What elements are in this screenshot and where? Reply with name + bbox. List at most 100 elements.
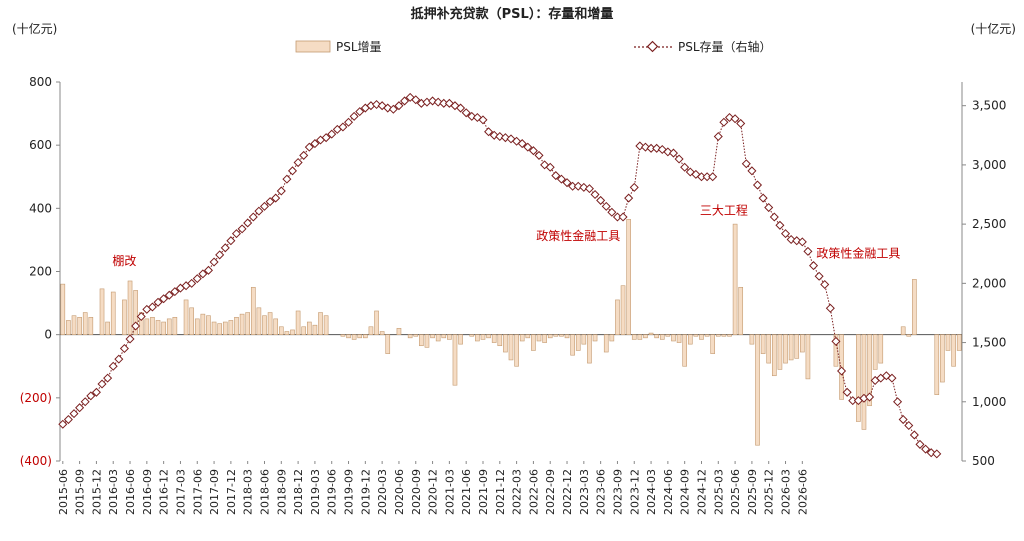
stock-point xyxy=(231,229,242,239)
bar xyxy=(99,288,105,335)
bar xyxy=(211,321,217,335)
x-tick-label: 2017-03 xyxy=(174,469,187,515)
bar xyxy=(424,334,430,348)
bar xyxy=(693,334,699,337)
bar xyxy=(430,334,435,339)
bar xyxy=(665,334,671,337)
bar xyxy=(615,299,620,335)
x-tick-label: 2018-09 xyxy=(275,469,288,515)
bar xyxy=(447,334,452,340)
stock-point xyxy=(456,103,466,113)
bar xyxy=(536,334,542,342)
stock-point xyxy=(170,287,180,297)
stock-point xyxy=(131,321,141,331)
bar xyxy=(413,334,419,337)
left-tick-label: 200 xyxy=(29,265,52,279)
bar xyxy=(262,315,267,335)
bar xyxy=(239,313,245,335)
bar xyxy=(531,334,536,351)
bar-series xyxy=(60,219,962,446)
bar xyxy=(687,334,693,345)
bar xyxy=(575,334,581,351)
stock-point xyxy=(327,129,337,139)
stock-point xyxy=(304,142,314,152)
stock-point xyxy=(187,278,197,288)
stock-point xyxy=(758,193,768,203)
stock-point xyxy=(590,189,600,200)
stock-point xyxy=(114,354,124,364)
stock-point xyxy=(523,142,533,152)
stock-point xyxy=(736,118,746,128)
bar xyxy=(771,334,777,377)
stock-point xyxy=(612,212,622,222)
stock-point xyxy=(411,95,421,105)
bar xyxy=(458,334,463,345)
stock-point xyxy=(842,387,852,397)
bar xyxy=(626,219,631,335)
stock-point xyxy=(568,181,578,191)
stock-point xyxy=(75,403,85,413)
stock-point xyxy=(91,387,101,397)
bar xyxy=(951,334,956,367)
stock-point xyxy=(556,174,566,184)
stock-point xyxy=(69,409,79,419)
bar xyxy=(592,334,598,342)
bar xyxy=(206,315,211,335)
stock-point xyxy=(349,111,359,121)
right-tick-label: 1,500 xyxy=(972,336,1006,350)
bar xyxy=(727,334,732,337)
annotation-label: 棚改 xyxy=(112,253,136,268)
stock-point xyxy=(713,131,723,142)
bar xyxy=(940,334,945,383)
x-tick-label: 2017-09 xyxy=(208,469,221,515)
stock-point xyxy=(209,257,219,267)
bar xyxy=(385,334,391,354)
bar xyxy=(766,334,772,364)
x-tick-label: 2018-06 xyxy=(258,469,271,515)
stock-point xyxy=(80,397,90,407)
stock-point xyxy=(108,361,118,371)
stock-point xyxy=(646,143,656,153)
bar xyxy=(407,334,413,339)
x-tick-label: 2025-12 xyxy=(763,469,776,515)
stock-point xyxy=(439,98,449,108)
legend-line-marker xyxy=(646,40,659,53)
bar xyxy=(110,291,116,335)
bar xyxy=(183,299,189,335)
bar xyxy=(122,299,127,335)
stock-point xyxy=(803,246,813,256)
x-tick-label: 2019-09 xyxy=(343,469,356,515)
x-tick-label: 2016-09 xyxy=(141,469,154,515)
stock-point xyxy=(321,133,331,143)
stock-point xyxy=(809,261,819,271)
bar xyxy=(497,334,503,347)
stock-point xyxy=(719,117,729,127)
stock-point xyxy=(747,166,757,176)
stock-point xyxy=(898,415,908,425)
annotation-label: 政策性金融工具 xyxy=(536,228,620,243)
bar xyxy=(934,334,940,395)
x-tick-label: 2019-03 xyxy=(309,469,322,515)
stock-point xyxy=(103,373,113,383)
stock-point xyxy=(562,178,572,188)
x-tick-label: 2018-12 xyxy=(292,469,305,515)
bar xyxy=(379,331,385,335)
stock-point xyxy=(226,236,236,246)
stock-point xyxy=(484,127,494,137)
bar xyxy=(290,329,295,335)
stock-point xyxy=(534,150,544,160)
stock-point xyxy=(97,379,107,389)
stock-point xyxy=(596,195,606,205)
bar xyxy=(357,334,363,339)
left-tick-label: (200) xyxy=(20,391,52,405)
bar xyxy=(547,334,553,339)
stock-point xyxy=(58,419,68,429)
bar xyxy=(906,334,912,337)
x-tick-label: 2023-03 xyxy=(578,469,591,515)
stock-point xyxy=(203,265,213,275)
stock-point xyxy=(893,397,903,407)
stock-point xyxy=(355,107,365,117)
stock-point xyxy=(730,114,740,124)
bar xyxy=(267,312,273,335)
legend-bar-label: PSL增量 xyxy=(336,40,382,54)
